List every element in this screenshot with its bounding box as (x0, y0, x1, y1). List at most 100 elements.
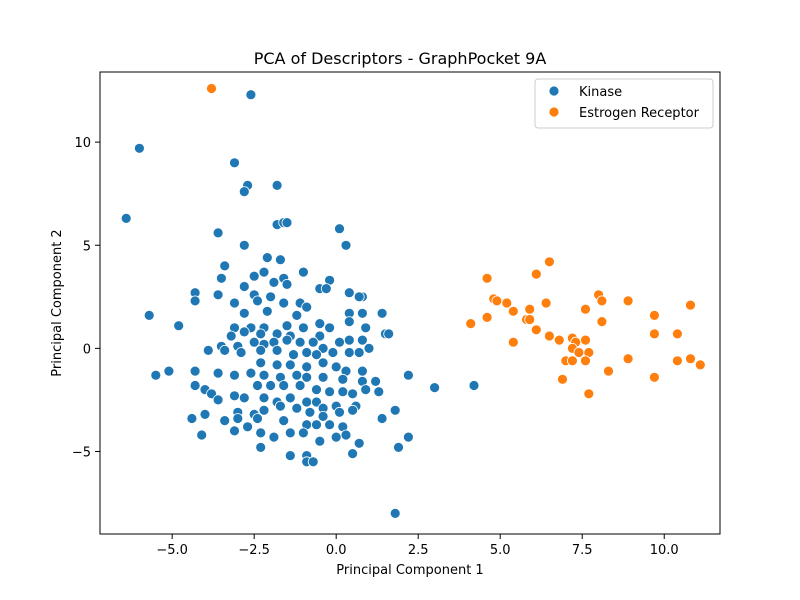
point-kinase-91 (255, 357, 267, 369)
point-kinase-71 (248, 336, 260, 348)
point-kinase-12 (238, 239, 250, 251)
point-kinase-165 (284, 427, 296, 439)
point-kinase-2 (229, 157, 240, 169)
point-estrogen-receptor-29 (580, 334, 591, 346)
point-kinase-116 (252, 380, 263, 391)
point-estrogen-receptor-10 (596, 295, 608, 307)
point-kinase-147 (334, 406, 345, 418)
point-kinase-94 (301, 361, 313, 373)
point-kinase-153 (252, 413, 263, 424)
point-kinase-13 (340, 239, 352, 251)
x-tick-label-0: −5.0 (156, 543, 188, 558)
point-kinase-60 (225, 330, 237, 342)
point-kinase-121 (324, 386, 336, 398)
point-estrogen-receptor-23 (672, 328, 683, 340)
point-kinase-101 (189, 380, 201, 391)
point-kinase-79 (343, 347, 355, 358)
point-estrogen-receptor-35 (580, 355, 591, 367)
point-estrogen-receptor-3 (481, 272, 493, 284)
point-estrogen-receptor-1 (544, 256, 555, 268)
x-tick-label-6: 10.0 (650, 543, 679, 558)
point-kinase-120 (311, 384, 322, 396)
point-kinase-162 (242, 421, 254, 433)
point-estrogen-receptor-18 (524, 314, 536, 325)
point-kinase-46 (356, 307, 368, 319)
point-kinase-142 (258, 404, 270, 416)
point-kinase-35 (229, 297, 240, 309)
point-kinase-74 (281, 334, 293, 346)
point-kinase-34 (189, 295, 201, 307)
point-kinase-87 (301, 347, 313, 358)
point-estrogen-receptor-11 (685, 299, 696, 311)
point-kinase-68 (363, 342, 375, 354)
point-kinase-122 (337, 386, 349, 398)
point-kinase-57 (360, 322, 372, 334)
point-kinase-15 (261, 252, 273, 264)
point-kinase-17 (258, 266, 270, 278)
point-kinase-177 (353, 437, 365, 449)
point-kinase-19 (215, 272, 227, 284)
point-kinase-62 (255, 328, 267, 340)
point-kinase-118 (278, 380, 290, 391)
point-kinase-61 (238, 326, 250, 338)
point-estrogen-receptor-24 (544, 330, 555, 342)
point-kinase-96 (330, 361, 342, 373)
point-estrogen-receptor-31 (573, 347, 585, 358)
point-estrogen-receptor-43 (583, 388, 595, 400)
point-kinase-125 (373, 386, 385, 398)
point-kinase-99 (150, 369, 162, 381)
point-kinase-41 (143, 309, 155, 321)
point-kinase-119 (294, 380, 306, 391)
point-estrogen-receptor-13 (580, 303, 591, 315)
point-kinase-104 (245, 367, 257, 379)
point-kinase-150 (186, 413, 198, 424)
point-estrogen-receptor-42 (649, 371, 660, 383)
y-axis-ticks: −5 0 5 10 (72, 136, 100, 461)
point-kinase-164 (268, 431, 280, 443)
point-kinase-100 (163, 365, 175, 377)
point-estrogen-receptor-16 (481, 311, 493, 323)
point-kinase-80 (353, 347, 365, 358)
point-kinase-178 (393, 441, 404, 453)
point-kinase-170 (402, 431, 414, 443)
point-kinase-20 (248, 270, 260, 282)
point-kinase-115 (229, 390, 240, 402)
point-kinase-14 (274, 254, 286, 266)
point-kinase-135 (311, 396, 322, 408)
point-kinase-36 (252, 295, 263, 307)
point-kinase-167 (314, 435, 326, 447)
point-kinase-16 (219, 260, 231, 272)
point-estrogen-receptor-22 (649, 328, 660, 340)
point-kinase-103 (229, 369, 240, 381)
point-estrogen-receptor-9 (622, 295, 634, 307)
plot-frame (99, 71, 721, 535)
point-kinase-66 (343, 334, 355, 346)
point-kinase-156 (311, 419, 322, 431)
point-kinase-163 (255, 427, 267, 439)
point-kinase-47 (376, 307, 388, 319)
point-kinase-9 (281, 217, 293, 229)
x-tick-label-5: 7.5 (572, 543, 593, 558)
point-kinase-78 (334, 336, 345, 348)
point-kinase-43 (261, 305, 273, 317)
point-kinase-42 (238, 307, 250, 319)
point-kinase-173 (284, 450, 296, 462)
point-kinase-179 (389, 508, 401, 519)
point-kinase-5 (271, 179, 283, 191)
point-kinase-83 (235, 347, 247, 358)
point-kinase-161 (229, 425, 240, 437)
point-kinase-128 (206, 388, 217, 400)
point-kinase-25 (238, 281, 250, 292)
point-estrogen-receptor-25 (553, 334, 565, 346)
point-estrogen-receptor-26 (507, 336, 519, 348)
legend-marker-kinase (548, 85, 560, 97)
point-kinase-107 (291, 369, 303, 381)
point-kinase-108 (301, 371, 313, 383)
point-estrogen-receptor-2 (530, 268, 542, 280)
point-kinase-149 (389, 404, 401, 416)
point-kinase-93 (284, 359, 296, 371)
point-kinase-23 (281, 278, 293, 290)
point-kinase-157 (324, 419, 336, 431)
point-kinase-105 (258, 369, 270, 381)
x-tick-label-1: −2.5 (238, 543, 270, 558)
